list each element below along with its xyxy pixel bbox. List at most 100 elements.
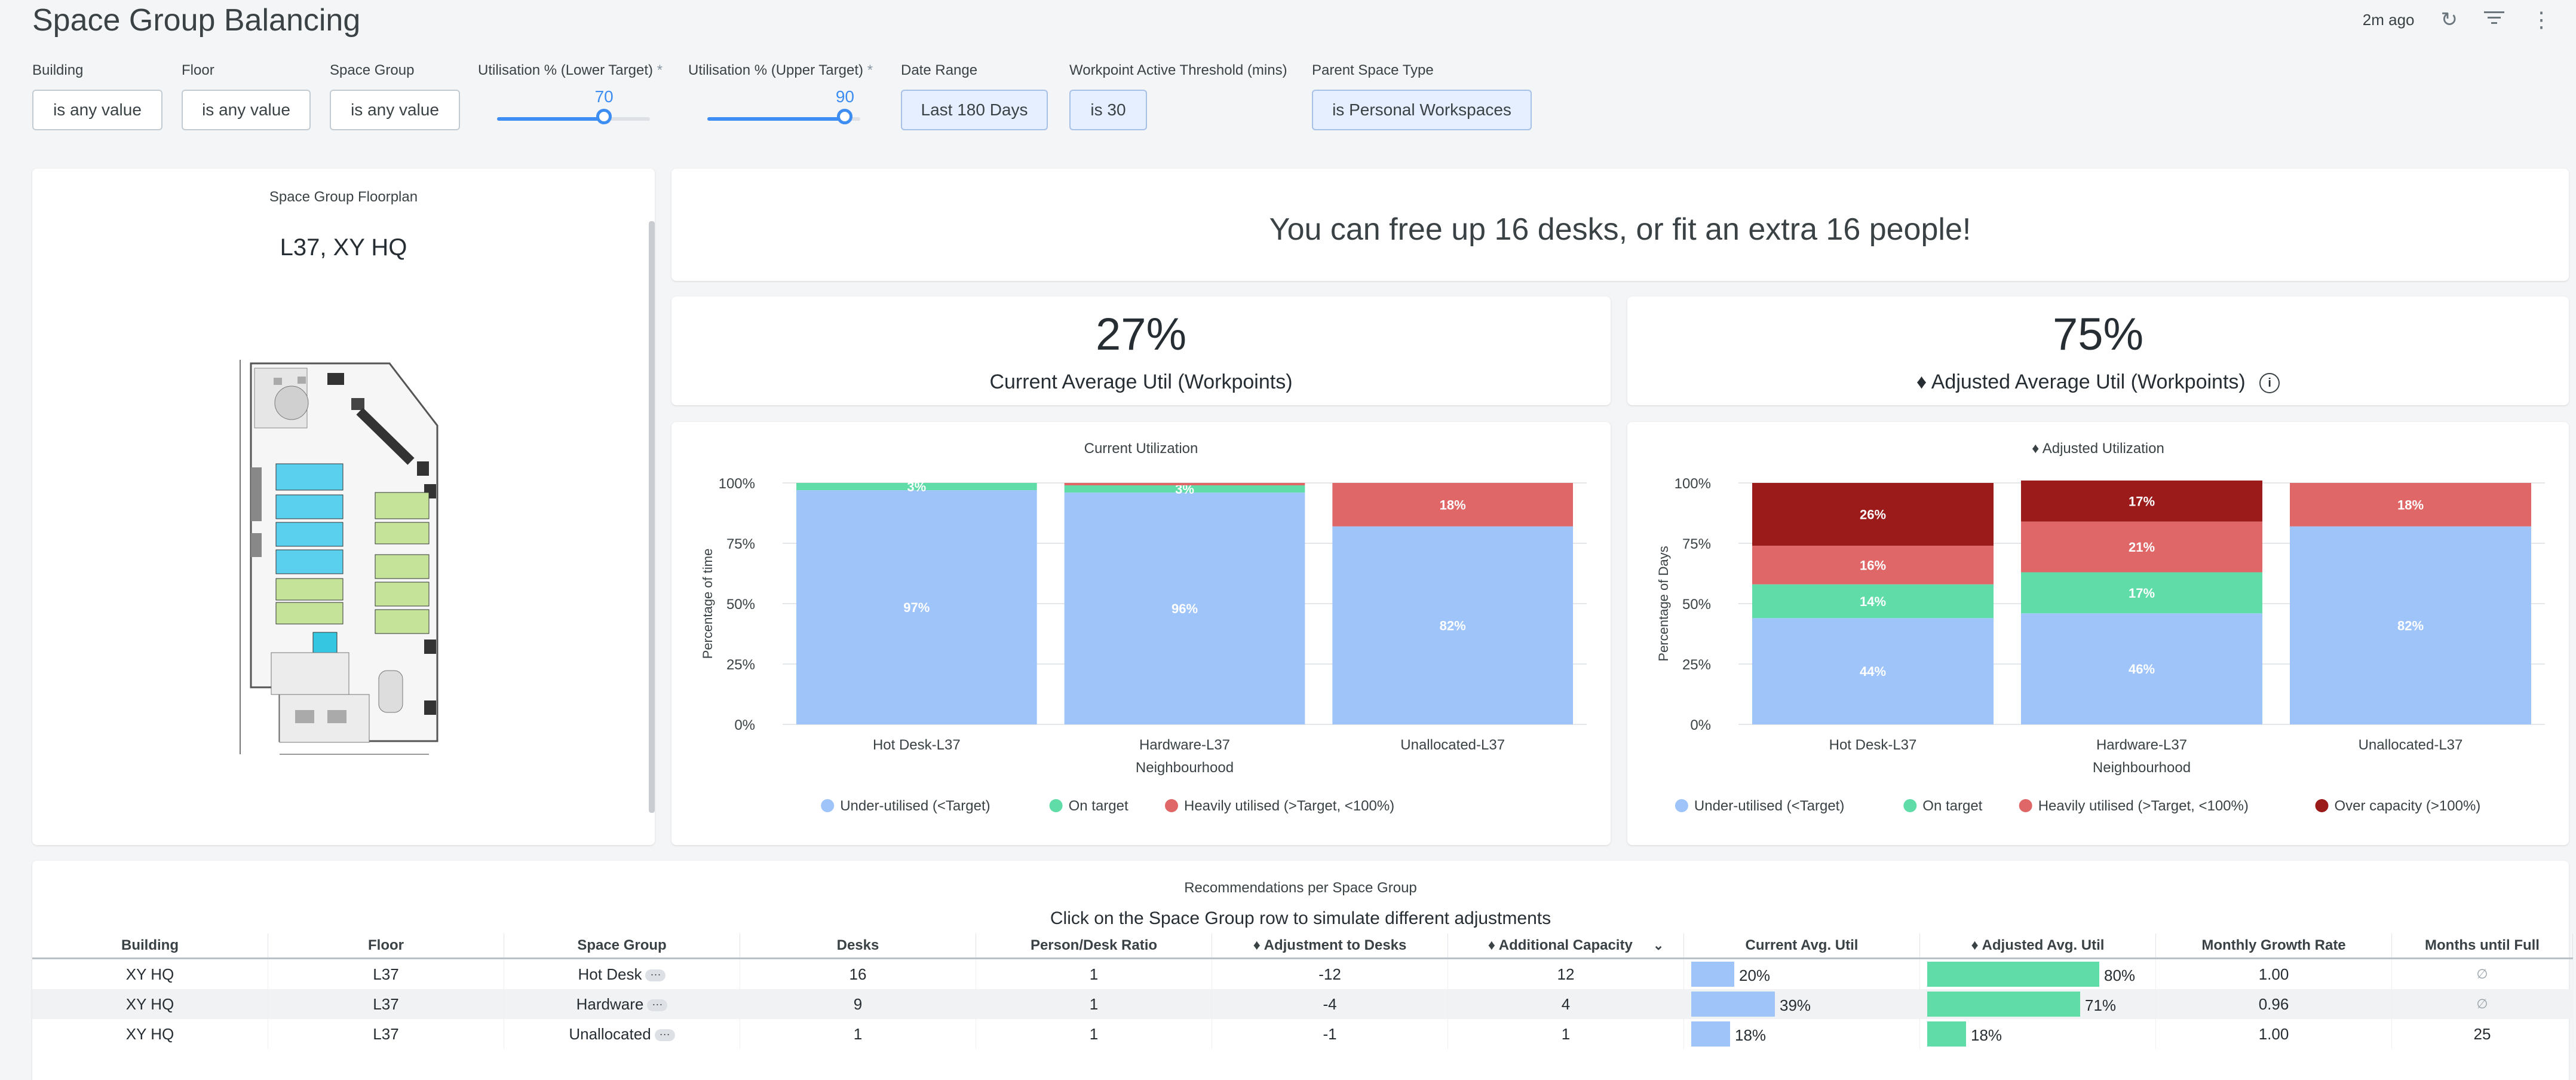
legend-label[interactable]: On target: [1069, 798, 1128, 814]
legend-swatch[interactable]: [821, 799, 835, 812]
y-tick-label: 25%: [726, 657, 755, 673]
info-icon[interactable]: i: [2259, 373, 2280, 394]
filter-label-threshold: Workpoint Active Threshold (mins): [1069, 62, 1287, 78]
bar-segment[interactable]: [2021, 572, 2262, 614]
space-group-filter-button[interactable]: is any value: [330, 90, 460, 130]
util-lower-slider[interactable]: 70: [497, 87, 650, 124]
table-subtitle: Click on the Space Group row to simulate…: [1050, 908, 1551, 928]
bar-segment[interactable]: [2021, 521, 2262, 573]
table-cell: -4: [1212, 989, 1448, 1019]
bar-segment[interactable]: [1064, 485, 1305, 493]
legend-label[interactable]: Under-utilised (<Target): [1694, 798, 1844, 814]
column-header[interactable]: ♦ Adjustment to Desks: [1212, 934, 1448, 959]
util-bar-label: 71%: [2085, 996, 2117, 1014]
bar-data-label: 82%: [1440, 618, 1466, 633]
util-upper-slider[interactable]: 90: [707, 87, 860, 124]
column-header[interactable]: Floor: [268, 934, 504, 959]
bar-segment[interactable]: [1752, 546, 1994, 585]
column-header[interactable]: Space Group: [504, 934, 740, 959]
column-header[interactable]: ♦ Additional Capacity ⌄: [1448, 934, 1684, 959]
table-cell: ∅: [2391, 958, 2573, 989]
table-cell: 1.00: [2155, 1019, 2392, 1049]
current-utilization-chart: Current Utilization 0% 25% 50% 75% 100% Percen…: [700, 440, 1587, 814]
table-cell: 1: [976, 958, 1212, 989]
adjusted-utilization-chart: ♦ Adjusted Utilization 0% 25% 50% 75% 100% Per…: [1656, 440, 2545, 814]
table-cell: ∅: [2391, 989, 2573, 1019]
x-tick-label: Hardware-L37: [1139, 737, 1230, 753]
column-header[interactable]: Current Avg. Util: [1683, 934, 1920, 959]
filter-icon[interactable]: [2484, 10, 2504, 30]
more-options-icon[interactable]: ···: [654, 1029, 675, 1041]
floor-filter-button[interactable]: is any value: [182, 90, 311, 130]
column-header[interactable]: Desks: [740, 934, 976, 959]
chevron-down-icon[interactable]: ⌄: [1652, 938, 1664, 953]
bar-cell: 18%: [1683, 1019, 1920, 1049]
bar-segment[interactable]: [2021, 480, 2262, 522]
legend-swatch[interactable]: [1165, 799, 1178, 812]
column-header[interactable]: Building: [32, 934, 268, 959]
legend-label[interactable]: Heavily utilised (>Target, <100%): [2038, 798, 2249, 814]
bar-data-label: 3%: [907, 479, 926, 494]
bar-segment[interactable]: [1332, 483, 1573, 527]
legend-label[interactable]: On target: [1922, 798, 1982, 814]
legend-swatch[interactable]: [1903, 799, 1917, 812]
legend-swatch[interactable]: [2315, 799, 2329, 812]
bar-segment[interactable]: [2290, 526, 2531, 724]
legend-swatch[interactable]: [1675, 799, 1688, 812]
util-bar-label: 80%: [2104, 966, 2136, 984]
column-header[interactable]: Person/Desk Ratio: [976, 934, 1212, 959]
y-tick-label: 100%: [719, 476, 755, 492]
date-range-filter-button[interactable]: Last 180 Days: [901, 90, 1048, 130]
table-cell: 25: [2391, 1019, 2573, 1049]
more-options-icon[interactable]: ···: [647, 999, 668, 1011]
legend-label[interactable]: Under-utilised (<Target): [840, 798, 990, 814]
floorplan-image[interactable]: [238, 360, 477, 766]
x-tick-label: Hardware-L37: [2096, 737, 2187, 753]
table-row[interactable]: XY HQ L37 Hot Desk ··· 16 1 -12 12 20% 80% 1.00 ∅: [32, 958, 2573, 989]
bar-segment[interactable]: [1064, 483, 1305, 486]
util-bar-label: 18%: [1735, 1026, 1767, 1044]
table-row[interactable]: XY HQ L37 Unallocated ··· 1 1 -1 1 18% 18% 1.00 25: [32, 1019, 2573, 1049]
threshold-filter-button[interactable]: is 30: [1069, 90, 1147, 130]
table-row[interactable]: XY HQ L37 Hardware ··· 9 1 -4 4 39% 71% 0.96 ∅: [32, 989, 2573, 1019]
bar-segment[interactable]: [1064, 492, 1305, 724]
table-cell: XY HQ: [32, 1019, 268, 1049]
kpi-adjusted-value: 75%: [2052, 309, 2144, 360]
floorplan-scrollbar[interactable]: [649, 221, 655, 813]
floorplan-title: Space Group Floorplan: [269, 189, 418, 205]
x-tick-label: Hot Desk-L37: [1829, 737, 1917, 753]
table-cell: 9: [740, 989, 976, 1019]
util-lower-slider-thumb[interactable]: [596, 109, 612, 124]
column-header[interactable]: ♦ Adjusted Avg. Util: [1919, 934, 2156, 959]
table-cell: 12: [1448, 958, 1684, 989]
bar-data-label: 14%: [1860, 594, 1886, 609]
bar-segment[interactable]: [1752, 584, 1994, 619]
util-bar: [1691, 1021, 1730, 1047]
parent-type-filter-button[interactable]: is Personal Workspaces: [1312, 90, 1532, 130]
column-header[interactable]: Monthly Growth Rate: [2155, 934, 2392, 959]
y-tick-label: 25%: [1682, 657, 1711, 673]
bar-segment[interactable]: [796, 483, 1037, 491]
bar-segment[interactable]: [2021, 613, 2262, 724]
bar-segment[interactable]: [1752, 618, 1994, 724]
bar-segment[interactable]: [1752, 483, 1994, 546]
bar-segment[interactable]: [1332, 526, 1573, 724]
column-header[interactable]: Months until Full: [2391, 934, 2573, 959]
current-utilization-card: Current Utilization 0% 25% 50% 75% 100% Percen…: [671, 422, 1611, 845]
bar-segment[interactable]: [2290, 483, 2531, 527]
more-vertical-icon[interactable]: ⋮: [2531, 7, 2552, 32]
refresh-icon[interactable]: ↻: [2440, 8, 2458, 31]
filter-label-space-group: Space Group: [330, 62, 415, 78]
y-tick-label: 50%: [1682, 596, 1711, 613]
recommendations-table: Building Floor Space Group Desks Person/Desk…: [32, 934, 2573, 1049]
util-upper-slider-thumb[interactable]: [837, 109, 853, 124]
legend-swatch[interactable]: [1049, 799, 1063, 812]
bar-data-label: 26%: [1860, 507, 1886, 522]
building-filter-button[interactable]: is any value: [32, 90, 162, 130]
legend-label[interactable]: Over capacity (>100%): [2335, 798, 2481, 814]
more-options-icon[interactable]: ···: [645, 969, 666, 981]
page-title: Space Group Balancing: [32, 3, 361, 38]
legend-swatch[interactable]: [2019, 799, 2032, 812]
legend-label[interactable]: Heavily utilised (>Target, <100%): [1184, 798, 1394, 814]
bar-segment[interactable]: [796, 490, 1037, 724]
